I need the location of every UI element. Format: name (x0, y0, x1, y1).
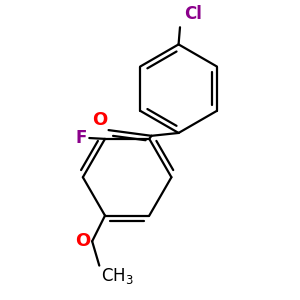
Text: O: O (76, 232, 91, 250)
Text: Cl: Cl (184, 5, 202, 23)
Text: CH$_3$: CH$_3$ (101, 266, 134, 286)
Text: F: F (76, 129, 87, 147)
Text: O: O (92, 111, 107, 129)
